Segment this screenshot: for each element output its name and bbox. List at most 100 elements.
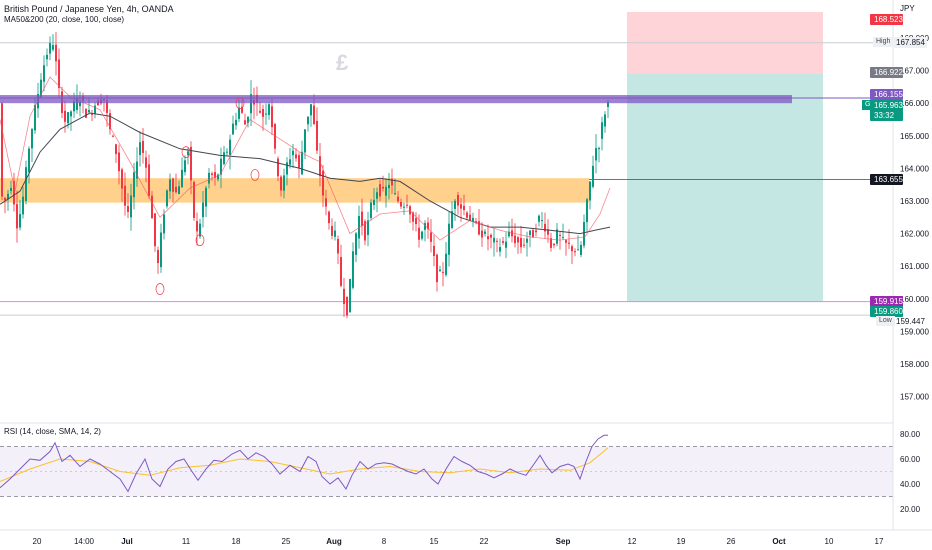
candle-body — [418, 227, 420, 240]
price-tick-label: 161.000 — [900, 262, 929, 271]
candle-body — [16, 204, 18, 229]
candle-body — [178, 186, 180, 194]
candle-body — [370, 202, 372, 218]
candle-body — [412, 212, 414, 222]
candle-body — [115, 144, 117, 155]
candle-body — [268, 104, 270, 115]
candle-body — [226, 151, 228, 153]
candle-body — [568, 242, 570, 244]
candle-body — [184, 160, 186, 173]
time-tick-label: 19 — [677, 537, 686, 546]
time-tick-label: 20 — [33, 537, 42, 546]
candle-body — [367, 220, 369, 235]
resistance-zone[interactable] — [0, 95, 792, 104]
price-tick-label: 163.000 — [900, 197, 929, 206]
candle-body — [157, 249, 159, 264]
candle-body — [514, 235, 516, 244]
time-tick-label: Oct — [772, 537, 786, 546]
candle-body — [532, 230, 534, 238]
price-axis[interactable]: 168.000167.000166.000165.000164.000163.0… — [900, 34, 929, 402]
annotation-circle — [155, 283, 165, 295]
candle-body — [394, 193, 396, 195]
candle-body — [490, 234, 492, 238]
candle-body — [487, 236, 489, 240]
time-tick-label: 10 — [825, 537, 834, 546]
candle-body — [571, 246, 573, 252]
countdown-badge: 33:32 — [870, 110, 903, 121]
high-label: High — [873, 37, 894, 47]
candle-body — [433, 245, 435, 256]
rsi-axis[interactable]: 80.00 60.00 40.00 20.00 — [900, 430, 921, 514]
candle-body — [250, 94, 252, 114]
candle-body — [244, 120, 246, 125]
candle-body — [316, 120, 318, 151]
candle-body — [583, 222, 585, 246]
candle-body — [151, 195, 153, 219]
candle-body — [220, 158, 222, 175]
time-tick-label: 11 — [182, 537, 191, 546]
candle-body — [232, 123, 234, 135]
candle-body — [19, 214, 21, 228]
candle-body — [388, 184, 390, 189]
candle-body — [70, 111, 72, 117]
candle-body — [271, 106, 273, 128]
candlestick-series — [1, 32, 609, 319]
candle-body — [193, 182, 195, 218]
candle-body — [289, 159, 291, 165]
annotation-circles — [155, 97, 260, 295]
candle-body — [223, 152, 225, 165]
candle-body — [235, 119, 237, 126]
candle-body — [397, 196, 399, 202]
annotation-circle — [195, 234, 205, 246]
candle-body — [85, 109, 87, 118]
price-tick-label: 160.000 — [900, 295, 929, 304]
candle-body — [142, 140, 144, 154]
time-tick-label: 8 — [382, 537, 387, 546]
candle-body — [136, 161, 138, 179]
support-zone[interactable] — [0, 178, 589, 203]
rsi-tick-label: 40.00 — [900, 480, 921, 489]
chart-title[interactable]: British Pound / Japanese Yen, 4h, OANDA — [4, 4, 174, 14]
candle-body — [604, 114, 606, 127]
take-profit-zone[interactable] — [627, 73, 823, 302]
candle-body — [517, 237, 519, 243]
candle-body — [169, 179, 171, 192]
low-label: Low — [876, 316, 895, 326]
candle-body — [559, 234, 561, 236]
time-axis[interactable]: 20 14:00 Jul 11 18 25 Aug 8 15 22 Sep 12 19 26 Oct 10 17 — [33, 537, 884, 546]
rsi-indicator-label[interactable]: RSI (14, close, SMA, 14, 2) — [4, 427, 101, 436]
candle-body — [409, 206, 411, 215]
candle-body — [556, 229, 558, 244]
candle-body — [286, 162, 288, 175]
candle-body — [124, 185, 126, 206]
target-price-badge: 159.915 — [870, 296, 903, 307]
candle-body — [565, 240, 567, 243]
candle-body — [550, 238, 552, 248]
candle-body — [379, 184, 381, 197]
candle-body — [196, 221, 198, 232]
candle-body — [442, 271, 444, 273]
rsi-tick-label: 60.00 — [900, 455, 921, 464]
candle-body — [325, 198, 327, 207]
candle-body — [529, 230, 531, 236]
candle-body — [457, 194, 459, 206]
price-tick-label: 165.000 — [900, 132, 929, 141]
candle-body — [499, 247, 501, 252]
price-tick-label: 157.000 — [900, 393, 929, 402]
candle-body — [28, 148, 30, 173]
candle-body — [553, 243, 555, 246]
candle-body — [79, 101, 81, 107]
price-tick-label: 167.000 — [900, 67, 929, 76]
entry-price-badge: 166.922 — [870, 67, 903, 78]
candle-body — [403, 206, 405, 208]
candle-body — [463, 205, 465, 211]
ma-indicator-label[interactable]: MA50&200 (20, close, 100, close) — [4, 15, 125, 24]
time-tick-label: 14:00 — [74, 537, 95, 546]
candle-body — [292, 150, 294, 156]
candle-body — [145, 157, 147, 168]
candle-body — [427, 222, 429, 230]
candle-body — [40, 79, 42, 98]
rsi-tick-label: 20.00 — [900, 505, 921, 514]
candle-body — [481, 230, 483, 238]
